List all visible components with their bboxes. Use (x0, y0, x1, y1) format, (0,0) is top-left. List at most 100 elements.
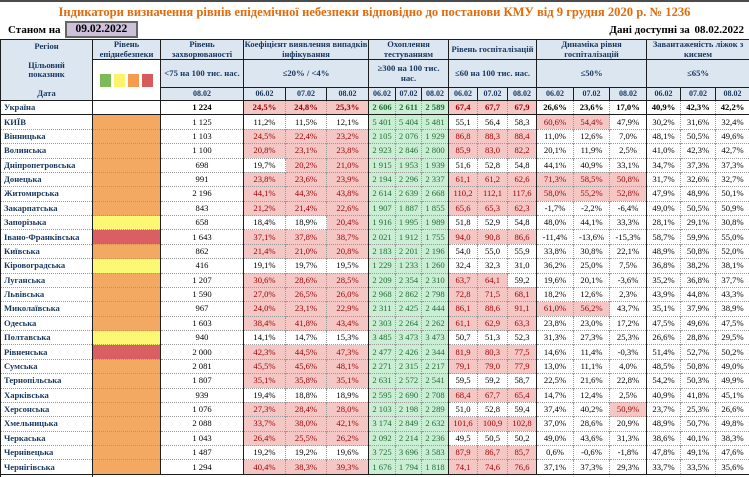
region-name: Запорізька (0, 214, 93, 230)
morbidity-value: 1 100 (160, 143, 244, 158)
oxygen-value: 38,1% (715, 258, 749, 273)
detection-value: 20,8% (243, 143, 286, 158)
dynamics-value: 58,0% (536, 186, 574, 202)
dynamics-value: -0,6% (573, 444, 610, 460)
detection-value: 26,4% (243, 430, 286, 446)
dynamics-value: 44,1% (573, 214, 610, 230)
testing-value: 2 217 (421, 358, 449, 374)
testing-value: 1 233 (395, 258, 422, 273)
detection-value: 15,3% (325, 329, 369, 345)
detection-value: 21,0% (325, 157, 369, 173)
testing-value: 1 989 (421, 214, 449, 230)
testing-value: 1 915 (368, 157, 396, 173)
detection-value: 19,2% (243, 444, 286, 460)
testing-value: 2 798 (421, 286, 449, 302)
dynamics-value: 29,3% (609, 459, 647, 475)
hospitalization-value: 91,1 (507, 301, 537, 317)
testing-value: 1 916 (368, 214, 396, 230)
hospitalization-value: 51,3 (477, 329, 508, 345)
dynamics-value: 37,4% (536, 401, 574, 417)
detection-value: 14,7% (285, 329, 327, 345)
level-cell (92, 401, 161, 417)
detection-value: 28,0% (325, 401, 369, 417)
detection-value: 19,6% (325, 444, 369, 460)
dynamics-value: 48,0% (536, 214, 574, 230)
detection-value: 11,5% (285, 114, 327, 130)
hospitalization-value: 79,0 (477, 358, 508, 374)
detection-value: 38,7% (325, 229, 369, 245)
dynamics-value: -1,8% (609, 444, 647, 460)
oxygen-value: 50,5% (680, 200, 716, 216)
detection-value: 39,3% (325, 459, 369, 475)
hospitalization-value: 67,4 (448, 99, 478, 116)
detection-value: 23,1% (285, 301, 327, 317)
dynamics-value: 37,1% (536, 459, 574, 475)
date-header: 08.02 (609, 87, 648, 101)
dynamics-value: 54,4% (573, 114, 610, 130)
footnote-cell (0, 473, 93, 477)
dynamics-value: 40,9% (573, 157, 610, 173)
table-row: Чернівецька 1 487 19,2% 19,2% 19,6% 3 725 3 69… (0, 444, 749, 460)
testing-value: 2 183 (368, 243, 396, 259)
testing-value: 1 887 (395, 200, 422, 216)
dynamics-value: 33,3% (609, 214, 647, 230)
detection-value: 26,2% (325, 430, 369, 446)
hospitalization-value: 50,5 (477, 430, 508, 446)
legend-swatch (114, 73, 125, 87)
level-cell (92, 186, 161, 202)
table-row: Сумська 2 081 45,5% 45,6% 48,1% 2 271 2 315 2 2… (0, 358, 749, 374)
oxygen-value: 30,8% (715, 214, 749, 230)
oxygen-value: 49,6% (715, 128, 749, 144)
dynamics-value: 2,5% (609, 387, 647, 403)
table-row: Херсонська 1 076 27,3% 28,4% 28,0% 2 103 2 198… (0, 401, 749, 417)
table-row: Львівська 1 590 27,0% 26,5% 26,0% 2 968 2 862 2… (0, 286, 749, 302)
table-row: Рівненська 2 000 42,3% 44,5% 47,3% 2 477 2 426… (0, 344, 749, 360)
oxygen-value: 26,6% (715, 401, 749, 417)
date-header: 06.02 (646, 87, 682, 101)
dynamics-value: 43,7% (609, 301, 647, 317)
dynamics-value: 49,0% (536, 430, 574, 446)
dynamics-value: 20,1% (573, 272, 610, 288)
dynamics-value: 12,6% (573, 286, 610, 302)
testing-value: 5 404 (395, 114, 422, 130)
region-name: Миколаївська (0, 301, 93, 317)
detection-value: 42,1% (325, 416, 369, 432)
testing-value: 2 311 (368, 301, 396, 317)
testing-value: 1 929 (421, 128, 449, 144)
testing-value: 1 953 (395, 157, 422, 173)
oxygen-value: 49,6% (680, 315, 716, 331)
testing-value: 2 092 (368, 430, 396, 446)
table-row: Київська 862 21,4% 21,0% 20,8% 2 183 2 201 2 19… (0, 243, 749, 259)
testing-value: 2 606 (368, 99, 396, 116)
oxygen-value: 54,2% (646, 373, 681, 388)
table-header: Регіон Цільовий показник Дата Рівень епі… (0, 39, 749, 101)
oxygen-value: 38,6% (646, 430, 681, 446)
dynamics-value: -11,4% (536, 229, 574, 245)
hospitalization-value: 77,5 (507, 344, 537, 360)
testing-value: 2 923 (368, 143, 396, 158)
dynamics-value: -15,3% (609, 229, 647, 245)
hospitalization-value: 49,5 (448, 430, 478, 446)
level-cell (92, 258, 161, 273)
region-name: КИЇВ (0, 114, 93, 130)
hospitalization-value: 112,1 (477, 186, 508, 202)
level-cell (92, 430, 161, 446)
testing-value: 2 968 (368, 286, 396, 302)
dynamics-value: 22,8% (609, 373, 647, 388)
oxygen-value: 48,1% (646, 128, 681, 144)
dynamics-value: 56,2% (573, 301, 610, 317)
dynamics-value: 40,2% (573, 401, 610, 417)
table-row: Україна 1 224 24,5% 24,8% 25,3% 2 606 2 611 2 5… (0, 99, 749, 116)
table-body: Україна 1 224 24,5% 24,8% 25,3% 2 606 2 611 2 5… (0, 99, 749, 477)
hospitalization-value: 54,8 (507, 214, 537, 230)
testing-value: 1 755 (421, 229, 449, 245)
table-row: Вінницька 1 103 24,5% 22,4% 23,2% 2 105 2 076 1… (0, 128, 749, 144)
dynamics-value: 22,5% (536, 373, 574, 388)
testing-value: 1 260 (421, 258, 449, 273)
dynamics-value: 61,0% (536, 301, 574, 317)
detection-value: 18,9% (285, 214, 327, 230)
oxygen-value: 50,5% (680, 128, 716, 144)
threshold-detection: ≤20% / <4% (242, 59, 370, 88)
detection-value: 23,6% (285, 171, 327, 187)
oxygen-value: 43,3% (715, 286, 749, 302)
